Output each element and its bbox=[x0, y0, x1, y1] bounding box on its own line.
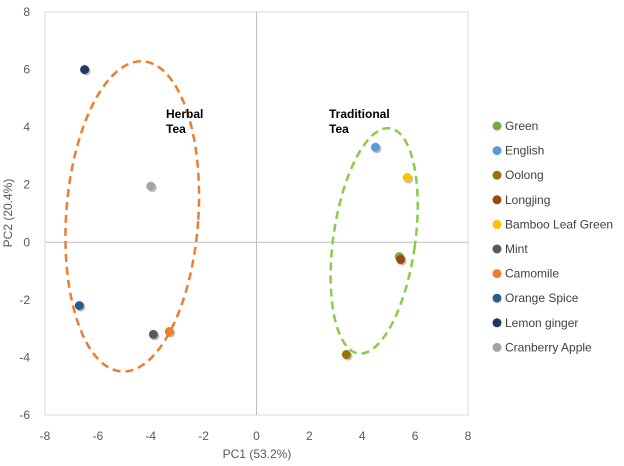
point-mint bbox=[148, 329, 158, 339]
legend-label-orange-spice: Orange Spice bbox=[505, 291, 579, 305]
legend-label-mint: Mint bbox=[505, 242, 528, 256]
legend-label-green: Green bbox=[505, 119, 538, 133]
x-tick-label: 4 bbox=[359, 429, 366, 443]
legend-marker-camomile bbox=[492, 269, 502, 279]
legend-marker-lemon-ginger bbox=[492, 318, 502, 328]
legend-label-lemon-ginger: Lemon ginger bbox=[505, 316, 578, 330]
y-axis-label: PC2 (20.4%) bbox=[1, 179, 15, 248]
point-bamboo-leaf-green bbox=[402, 173, 412, 183]
legend-label-longjing: Longjing bbox=[505, 193, 550, 207]
x-tick-label: -2 bbox=[198, 429, 209, 443]
annotation-2: Traditional Tea bbox=[329, 107, 390, 136]
x-axis-label: PC1 (53.2%) bbox=[223, 447, 292, 461]
legend-label-english: English bbox=[505, 144, 544, 158]
point-oolong bbox=[341, 350, 351, 360]
x-tick-label: 0 bbox=[253, 429, 260, 443]
y-tick-label: 8 bbox=[23, 5, 30, 19]
legend-marker-cranberry-apple bbox=[492, 342, 502, 352]
cluster-ellipse-2 bbox=[329, 126, 419, 355]
annotation-1: Herbal Tea bbox=[166, 107, 203, 136]
point-cranberry-apple bbox=[146, 181, 156, 191]
legend: Green English Oolong Longjing Bamboo Leaf Gr… bbox=[492, 119, 613, 354]
y-tick-label: 6 bbox=[23, 63, 30, 77]
legend-label-camomile: Camomile bbox=[505, 267, 559, 281]
data-points bbox=[74, 65, 414, 361]
legend-marker-bamboo-leaf-green bbox=[492, 219, 502, 229]
x-tick-label: -6 bbox=[93, 429, 104, 443]
y-tick-label: -6 bbox=[19, 408, 30, 422]
legend-label-bamboo-leaf-green: Bamboo Leaf Green bbox=[505, 217, 613, 231]
x-tick-label: 8 bbox=[465, 429, 472, 443]
x-tick-label: 2 bbox=[306, 429, 313, 443]
legend-marker-oolong bbox=[492, 170, 502, 180]
y-tick-label: 0 bbox=[23, 235, 30, 249]
x-tick-label: -4 bbox=[145, 429, 156, 443]
legend-marker-orange-spice bbox=[492, 293, 502, 303]
legend-label-oolong: Oolong bbox=[505, 168, 544, 182]
annotations: Herbal Tea Traditional Tea bbox=[166, 107, 390, 136]
x-tick-label: 6 bbox=[412, 429, 419, 443]
point-longjing bbox=[396, 255, 406, 265]
point-camomile bbox=[164, 327, 174, 337]
y-tick-label: -2 bbox=[19, 293, 30, 307]
point-english bbox=[370, 142, 380, 152]
point-lemon-ginger bbox=[80, 65, 90, 75]
legend-label-cranberry-apple: Cranberry Apple bbox=[505, 340, 592, 354]
legend-marker-longjing bbox=[492, 195, 502, 205]
point-orange-spice bbox=[74, 301, 84, 311]
legend-marker-green bbox=[492, 121, 502, 131]
y-tick-label: -4 bbox=[19, 350, 30, 364]
legend-marker-english bbox=[492, 146, 502, 156]
cluster-ellipse-1 bbox=[64, 59, 201, 373]
y-tick-label: 2 bbox=[23, 178, 30, 192]
axes: -8 -6 -4 -2 0 2 4 6 8 -6 -4 -2 0 2 4 6 8 bbox=[19, 5, 471, 443]
x-tick-label: -8 bbox=[40, 429, 51, 443]
legend-marker-mint bbox=[492, 244, 502, 254]
y-tick-label: 4 bbox=[23, 120, 30, 134]
cluster-ellipses bbox=[64, 59, 419, 373]
